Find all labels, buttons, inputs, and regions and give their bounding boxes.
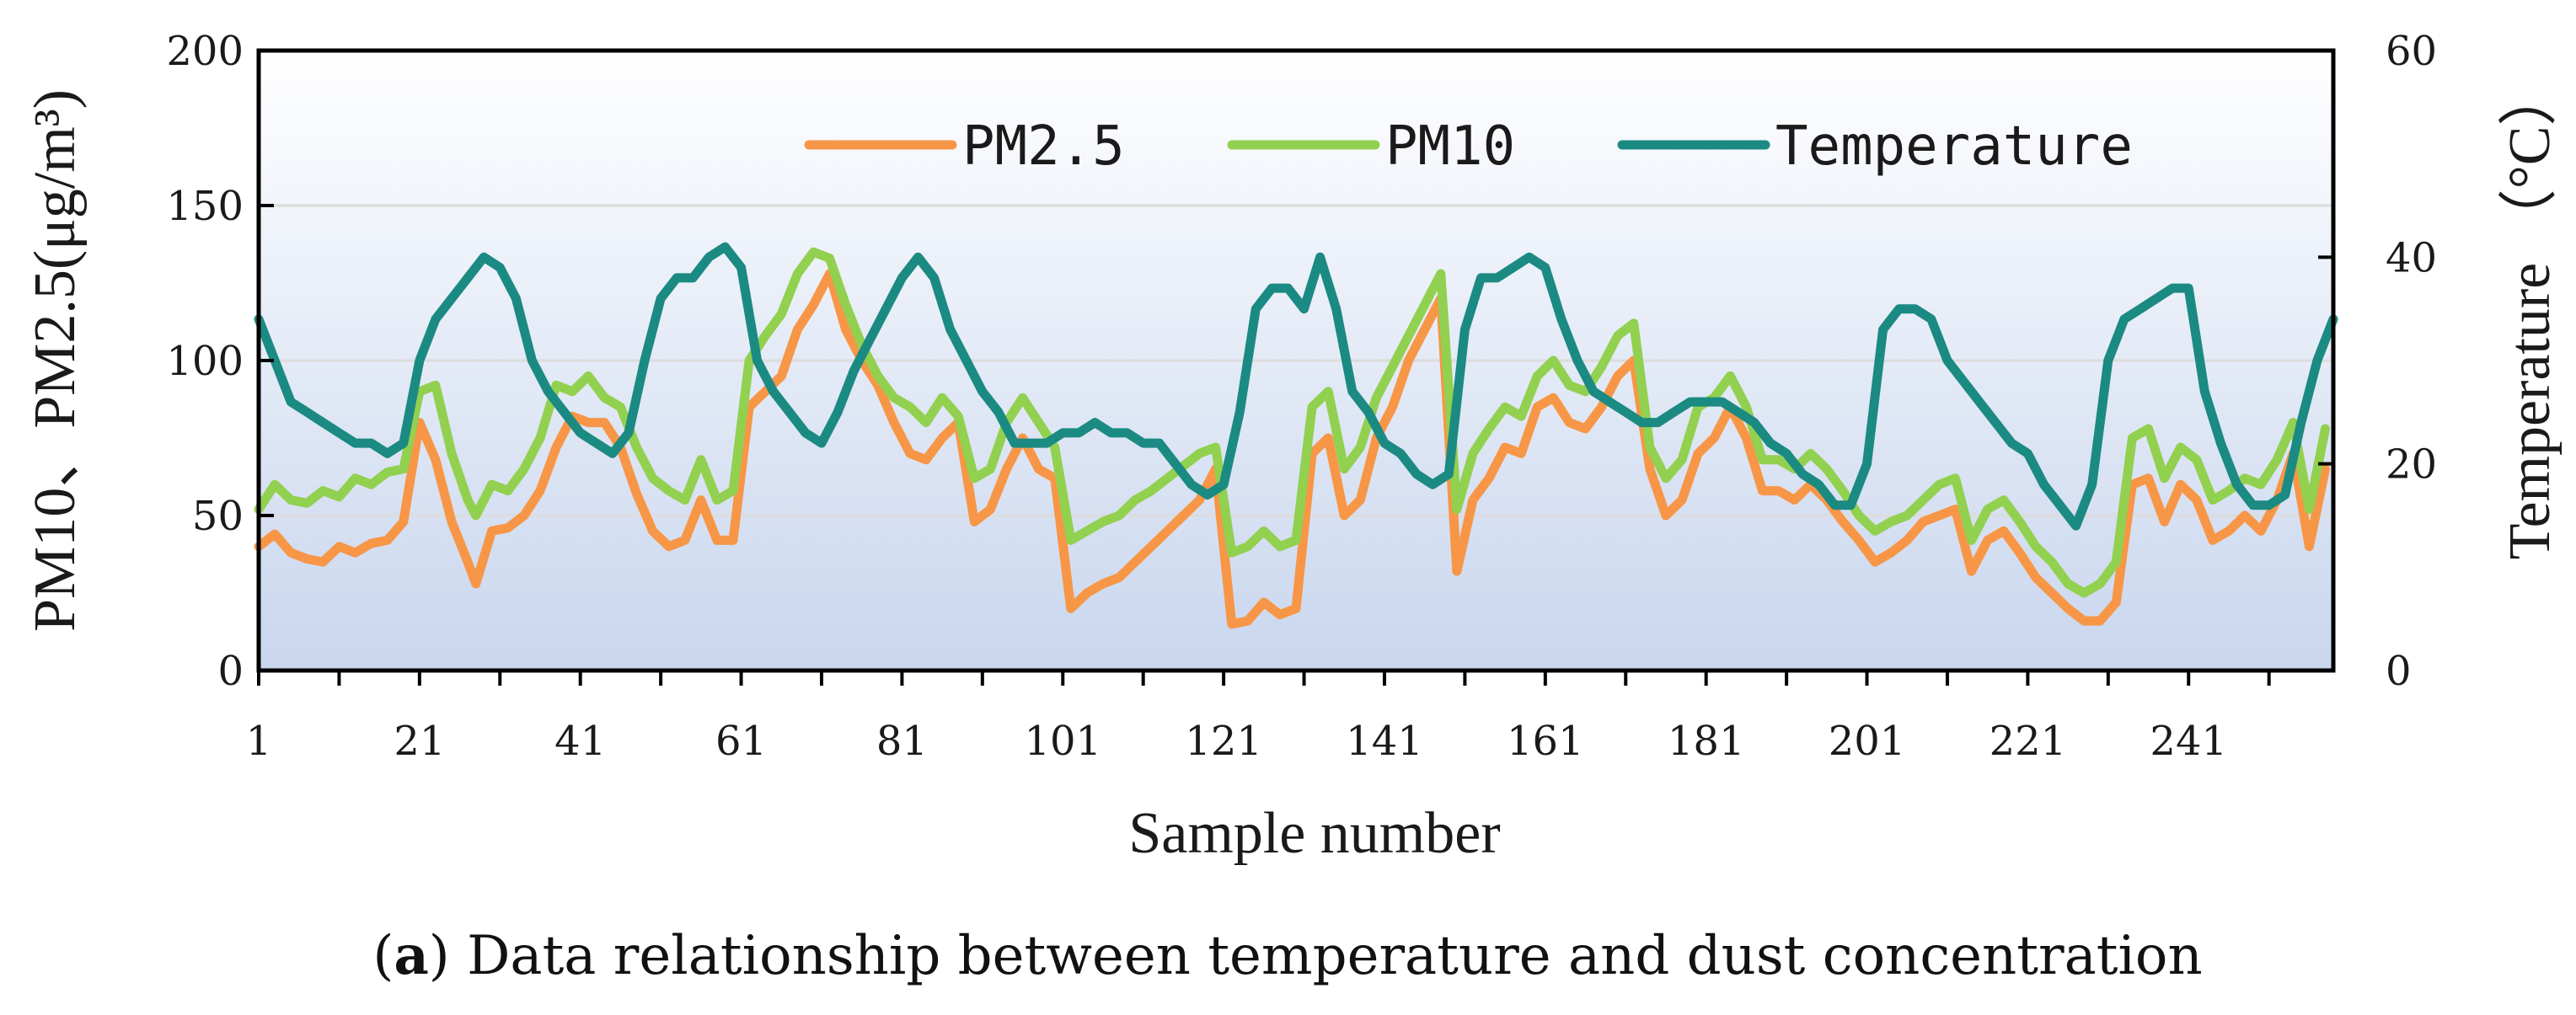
y2-tick-label-20: 20 — [2386, 441, 2437, 489]
y2-axis-title: Temperature （°C） — [2498, 67, 2563, 560]
series-line-temperature — [254, 242, 2338, 531]
legend: PM2.5 PM10 Temperature — [804, 115, 2133, 178]
series-layer — [254, 242, 2338, 629]
y-tick-label-200: 200 — [166, 28, 244, 75]
x-tick-label-1: 1 — [246, 718, 272, 765]
series-line-pm25 — [254, 269, 2330, 629]
y-tick-label-0: 0 — [217, 648, 244, 695]
x-tick-label-201: 201 — [1829, 718, 1906, 765]
x-tick-label-101: 101 — [1024, 718, 1101, 765]
x-axis-ticks: 1 21 41 61 81 101 121 141 161 181 201 221 241 — [246, 670, 2271, 765]
x-tick-label-41: 41 — [554, 718, 606, 765]
y-tick-label-50: 50 — [192, 493, 244, 540]
y-axis-ticks: 0 50 100 150 200 — [166, 28, 274, 695]
y2-axis-ticks: 0 20 40 60 — [2318, 28, 2437, 695]
x-tick-label-161: 161 — [1507, 718, 1584, 765]
y-tick-label-100: 100 — [166, 338, 244, 385]
y2-tick-label-40: 40 — [2386, 234, 2437, 281]
legend-label-temperature: Temperature — [1775, 115, 2133, 178]
figure-caption: (a) Data relationship between temperatur… — [372, 924, 2202, 987]
y-axis-title: PM10、PM2.5(μg/m³) — [23, 89, 88, 632]
x-tick-label-221: 221 — [1990, 718, 2067, 765]
x-tick-label-241: 241 — [2150, 718, 2227, 765]
y-tick-label-150: 150 — [166, 183, 244, 230]
x-axis-title: Sample number — [1128, 801, 1500, 866]
y2-tick-label-60: 60 — [2386, 28, 2437, 75]
legend-label-pm25: PM2.5 — [962, 115, 1125, 178]
y2-tick-label-0: 0 — [2386, 648, 2412, 695]
legend-label-pm10: PM10 — [1385, 115, 1515, 178]
x-tick-label-141: 141 — [1346, 718, 1423, 765]
x-tick-label-61: 61 — [715, 718, 767, 765]
x-tick-label-81: 81 — [876, 718, 928, 765]
series-line-pm10 — [254, 247, 2330, 598]
caption-text: Data relationship between temperature an… — [467, 925, 2203, 987]
caption-label: a — [394, 924, 428, 987]
x-tick-label-181: 181 — [1668, 718, 1745, 765]
x-tick-label-21: 21 — [394, 718, 445, 765]
x-tick-label-121: 121 — [1185, 718, 1262, 765]
